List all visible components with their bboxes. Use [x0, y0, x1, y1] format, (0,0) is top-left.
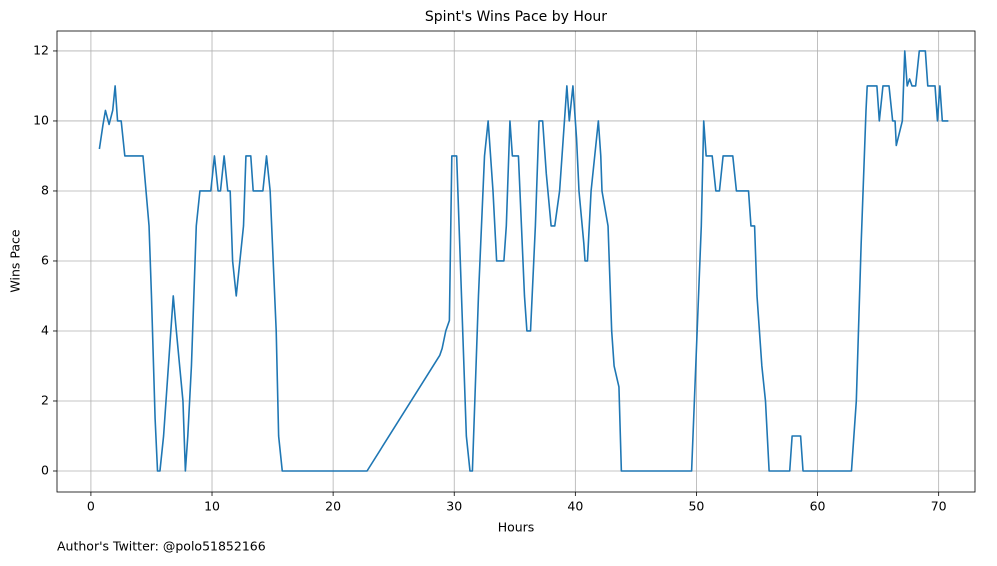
x-tick-label: 10: [204, 499, 220, 514]
footnote: Author's Twitter: @polo51852166: [57, 539, 266, 554]
x-tick-label: 70: [931, 499, 947, 514]
x-tick-label: 0: [87, 499, 95, 514]
x-tick-label: 50: [688, 499, 704, 514]
plot-frame: [56, 30, 976, 493]
x-axis-label: Hours: [498, 520, 535, 535]
y-tick-label: 2: [41, 392, 49, 407]
y-tick-label: 8: [41, 182, 49, 197]
y-tick-label: 4: [41, 322, 49, 337]
y-tick-label: 0: [41, 462, 49, 477]
x-tick-label: 30: [446, 499, 462, 514]
x-tick-label: 40: [567, 499, 583, 514]
chart-title: Spint's Wins Pace by Hour: [425, 9, 607, 25]
y-tick-label: 12: [33, 42, 49, 57]
y-tick-label: 10: [33, 112, 49, 127]
x-tick-label: 60: [810, 499, 826, 514]
y-tick-label: 6: [41, 252, 49, 267]
data-line: [98, 50, 949, 472]
y-axis-label: Wins Pace: [8, 229, 23, 292]
x-tick-label: 20: [325, 499, 341, 514]
